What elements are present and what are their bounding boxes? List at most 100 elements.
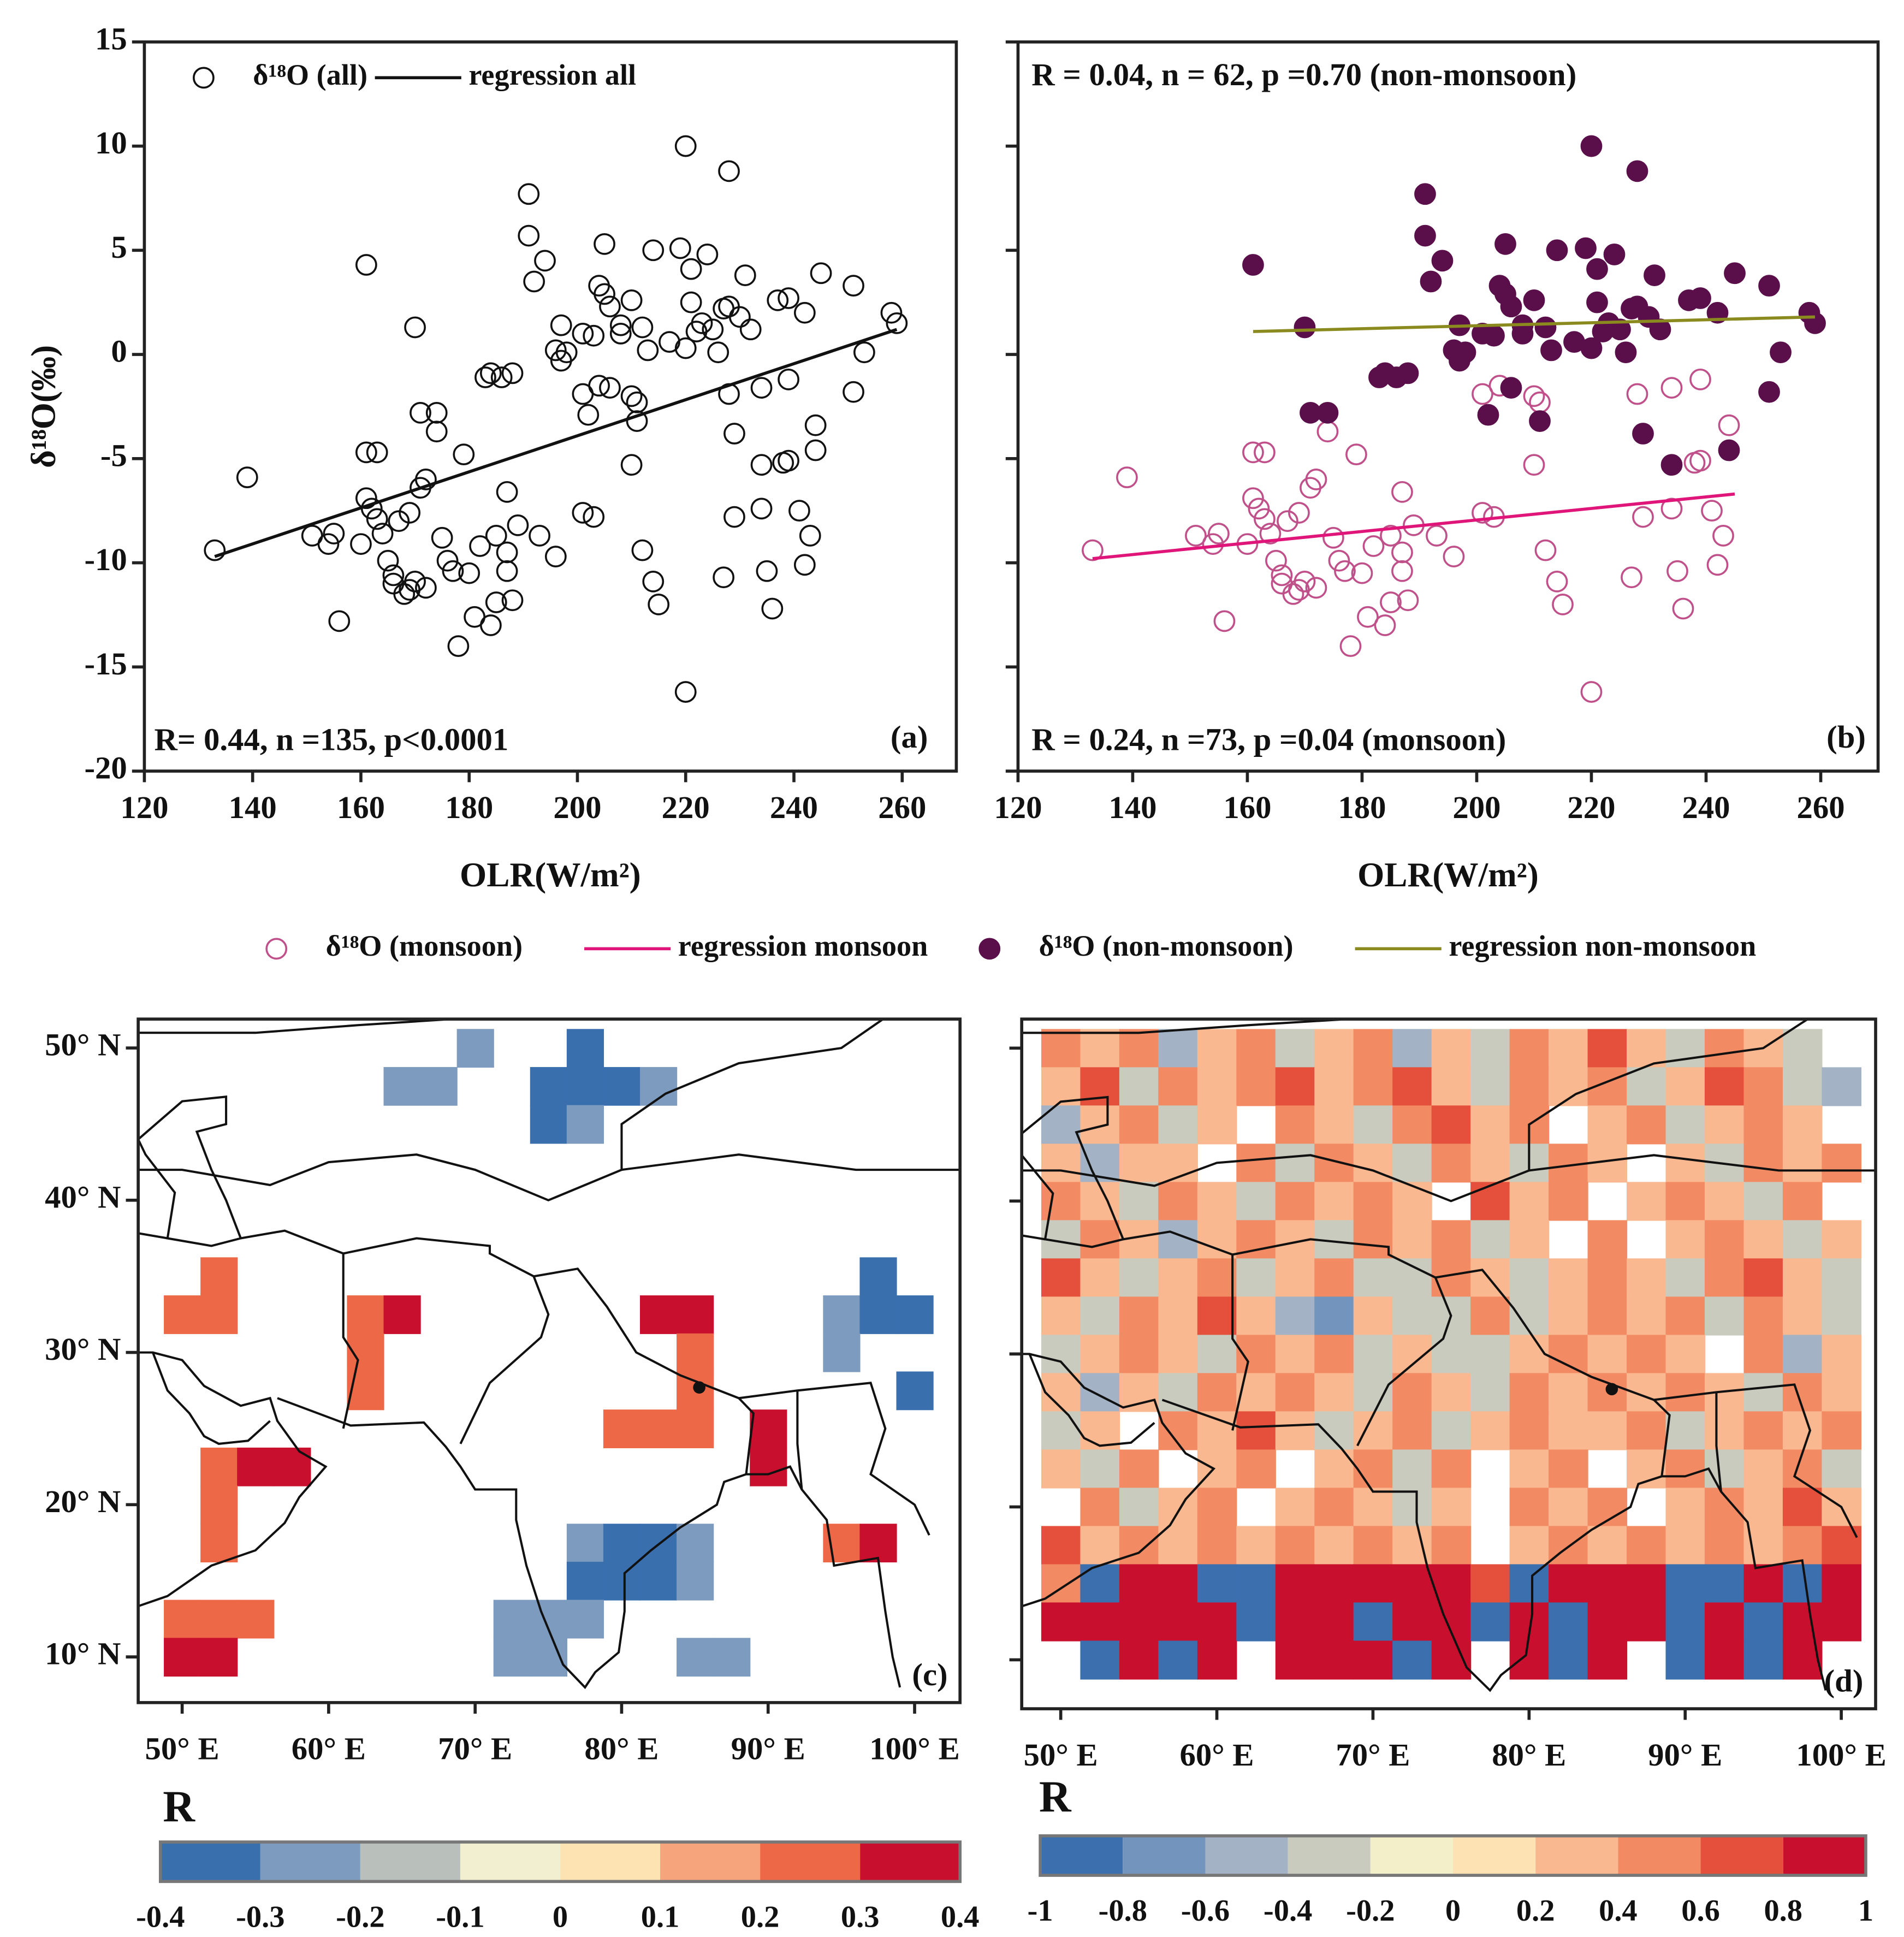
coastline <box>152 1352 271 1445</box>
grid-cell <box>1549 1640 1588 1680</box>
data-point <box>1511 323 1534 345</box>
grid-cell <box>1236 1526 1276 1565</box>
grid-cell <box>1704 1296 1745 1336</box>
data-point <box>1580 337 1603 359</box>
map-area <box>1022 1019 1876 1692</box>
regression-line <box>1092 492 1735 560</box>
grid-cell <box>1197 1029 1237 1068</box>
data-point <box>572 323 594 345</box>
grid-cell <box>750 1409 787 1448</box>
grid-cell <box>1549 1182 1588 1221</box>
grid-cell <box>1627 1449 1666 1489</box>
grid-cell <box>1665 1335 1706 1374</box>
data-point <box>1271 564 1293 587</box>
data-point <box>474 366 496 388</box>
grid-cell <box>1197 1335 1237 1374</box>
data-point <box>723 423 745 445</box>
data-point <box>1534 316 1557 339</box>
grid-cell <box>1431 1411 1472 1450</box>
grid-cell <box>1314 1029 1354 1068</box>
data-point <box>1626 383 1648 405</box>
data-point <box>626 391 648 413</box>
grid-cell <box>1431 1488 1472 1527</box>
data-point <box>1724 262 1746 285</box>
data-point <box>1758 381 1780 403</box>
colorbar-label: 0.4 <box>1599 1894 1638 1928</box>
grid-cell <box>1080 1220 1120 1259</box>
grid-cell <box>1509 1640 1550 1680</box>
grid-cell <box>1392 1144 1432 1183</box>
legend-marker <box>265 938 288 960</box>
grid-cell <box>677 1638 714 1677</box>
grid-cell <box>1470 1602 1510 1642</box>
coastline <box>1022 1095 1125 1248</box>
coastline <box>138 1095 242 1247</box>
data-point <box>707 341 729 364</box>
grid-cell <box>1119 1182 1159 1221</box>
grid-cell <box>1275 1640 1315 1680</box>
data-point <box>404 316 426 339</box>
data-point <box>1362 535 1385 557</box>
data-point <box>534 250 556 272</box>
grid-cell <box>1431 1640 1472 1680</box>
grid-cell <box>1080 1105 1120 1145</box>
x-tick-label: 160 <box>1223 790 1271 825</box>
grid-cell <box>1275 1029 1315 1068</box>
coastline <box>1529 1154 1876 1172</box>
grid-cell <box>1704 1029 1745 1068</box>
data-point <box>1328 549 1350 572</box>
grid-cell <box>383 1295 421 1334</box>
data-point <box>447 635 470 657</box>
grid-cell <box>1314 1335 1354 1374</box>
grid-cell <box>1470 1067 1510 1106</box>
y-axis-label: δ¹⁸O(‰) <box>24 345 62 468</box>
grid-cell <box>566 1105 604 1144</box>
grid-cell <box>1743 1449 1784 1489</box>
data-point <box>734 264 756 286</box>
data-point <box>1580 135 1603 157</box>
grid-cell <box>1080 1602 1120 1642</box>
grid-cell <box>1392 1067 1432 1106</box>
data-point <box>572 502 594 524</box>
grid-cell <box>1743 1258 1784 1298</box>
grid-cell <box>1704 1564 1745 1603</box>
grid-cell <box>1549 1258 1588 1298</box>
data-point <box>1454 341 1476 364</box>
data-point <box>620 454 643 476</box>
grid-cell <box>1822 1373 1861 1412</box>
coastline <box>1028 1353 1155 1447</box>
grid-cell <box>1743 1564 1784 1603</box>
grid-cell <box>1119 1105 1159 1145</box>
grid-cell <box>1275 1067 1315 1106</box>
data-point <box>544 546 567 567</box>
data-point <box>1494 233 1516 255</box>
grid-cell <box>530 1600 567 1639</box>
data-point <box>1391 541 1413 564</box>
data-point <box>1758 275 1780 297</box>
coastline <box>240 1229 344 1255</box>
data-point <box>371 523 394 545</box>
annotation: (a) <box>891 719 928 755</box>
station <box>1605 1383 1618 1396</box>
data-point <box>626 410 648 433</box>
data-point <box>713 566 735 589</box>
grid-cell <box>1743 1411 1784 1450</box>
colorbar-label: -1 <box>1028 1894 1053 1928</box>
grid-cell <box>1587 1029 1628 1068</box>
grid-cell <box>1470 1373 1510 1412</box>
data-point <box>1277 510 1298 532</box>
grid-cell <box>1275 1602 1315 1642</box>
grid-cell <box>1509 1488 1550 1527</box>
data-point <box>323 523 345 545</box>
grid-cell <box>164 1600 201 1639</box>
annotation: R = 0.04, n = 62, p =0.70 (non-monsoon) <box>1031 57 1576 92</box>
data-point <box>415 469 437 490</box>
grid-cell <box>1353 1488 1393 1527</box>
coastline <box>343 1237 550 1444</box>
x-tick-label: 70° E <box>1336 1737 1410 1773</box>
data-point <box>1540 339 1562 362</box>
data-point <box>1626 160 1648 182</box>
grid-cell <box>1080 1335 1120 1374</box>
data-point <box>1414 183 1436 205</box>
data-point <box>469 535 491 557</box>
